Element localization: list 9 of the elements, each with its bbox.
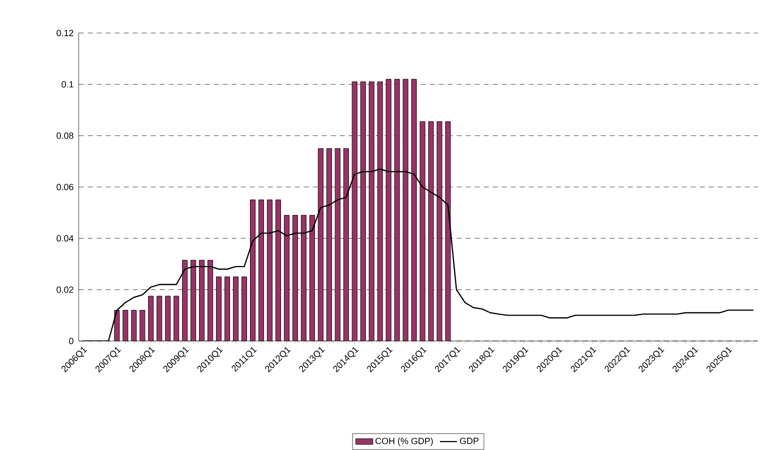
y-tick-label: 0.12 bbox=[56, 30, 74, 36]
y-tick-label: 0.1 bbox=[62, 81, 74, 88]
y-tick-label: 0.04 bbox=[56, 235, 74, 242]
y-tick-label: 0 bbox=[69, 338, 74, 344]
legend-label: COH (% GDP) bbox=[376, 438, 433, 446]
y-tick-label: 0.06 bbox=[56, 184, 74, 190]
y-tick-label: 0.02 bbox=[56, 286, 74, 293]
y-tick-label: 0.08 bbox=[56, 132, 74, 139]
legend-label: GDP bbox=[460, 438, 478, 444]
